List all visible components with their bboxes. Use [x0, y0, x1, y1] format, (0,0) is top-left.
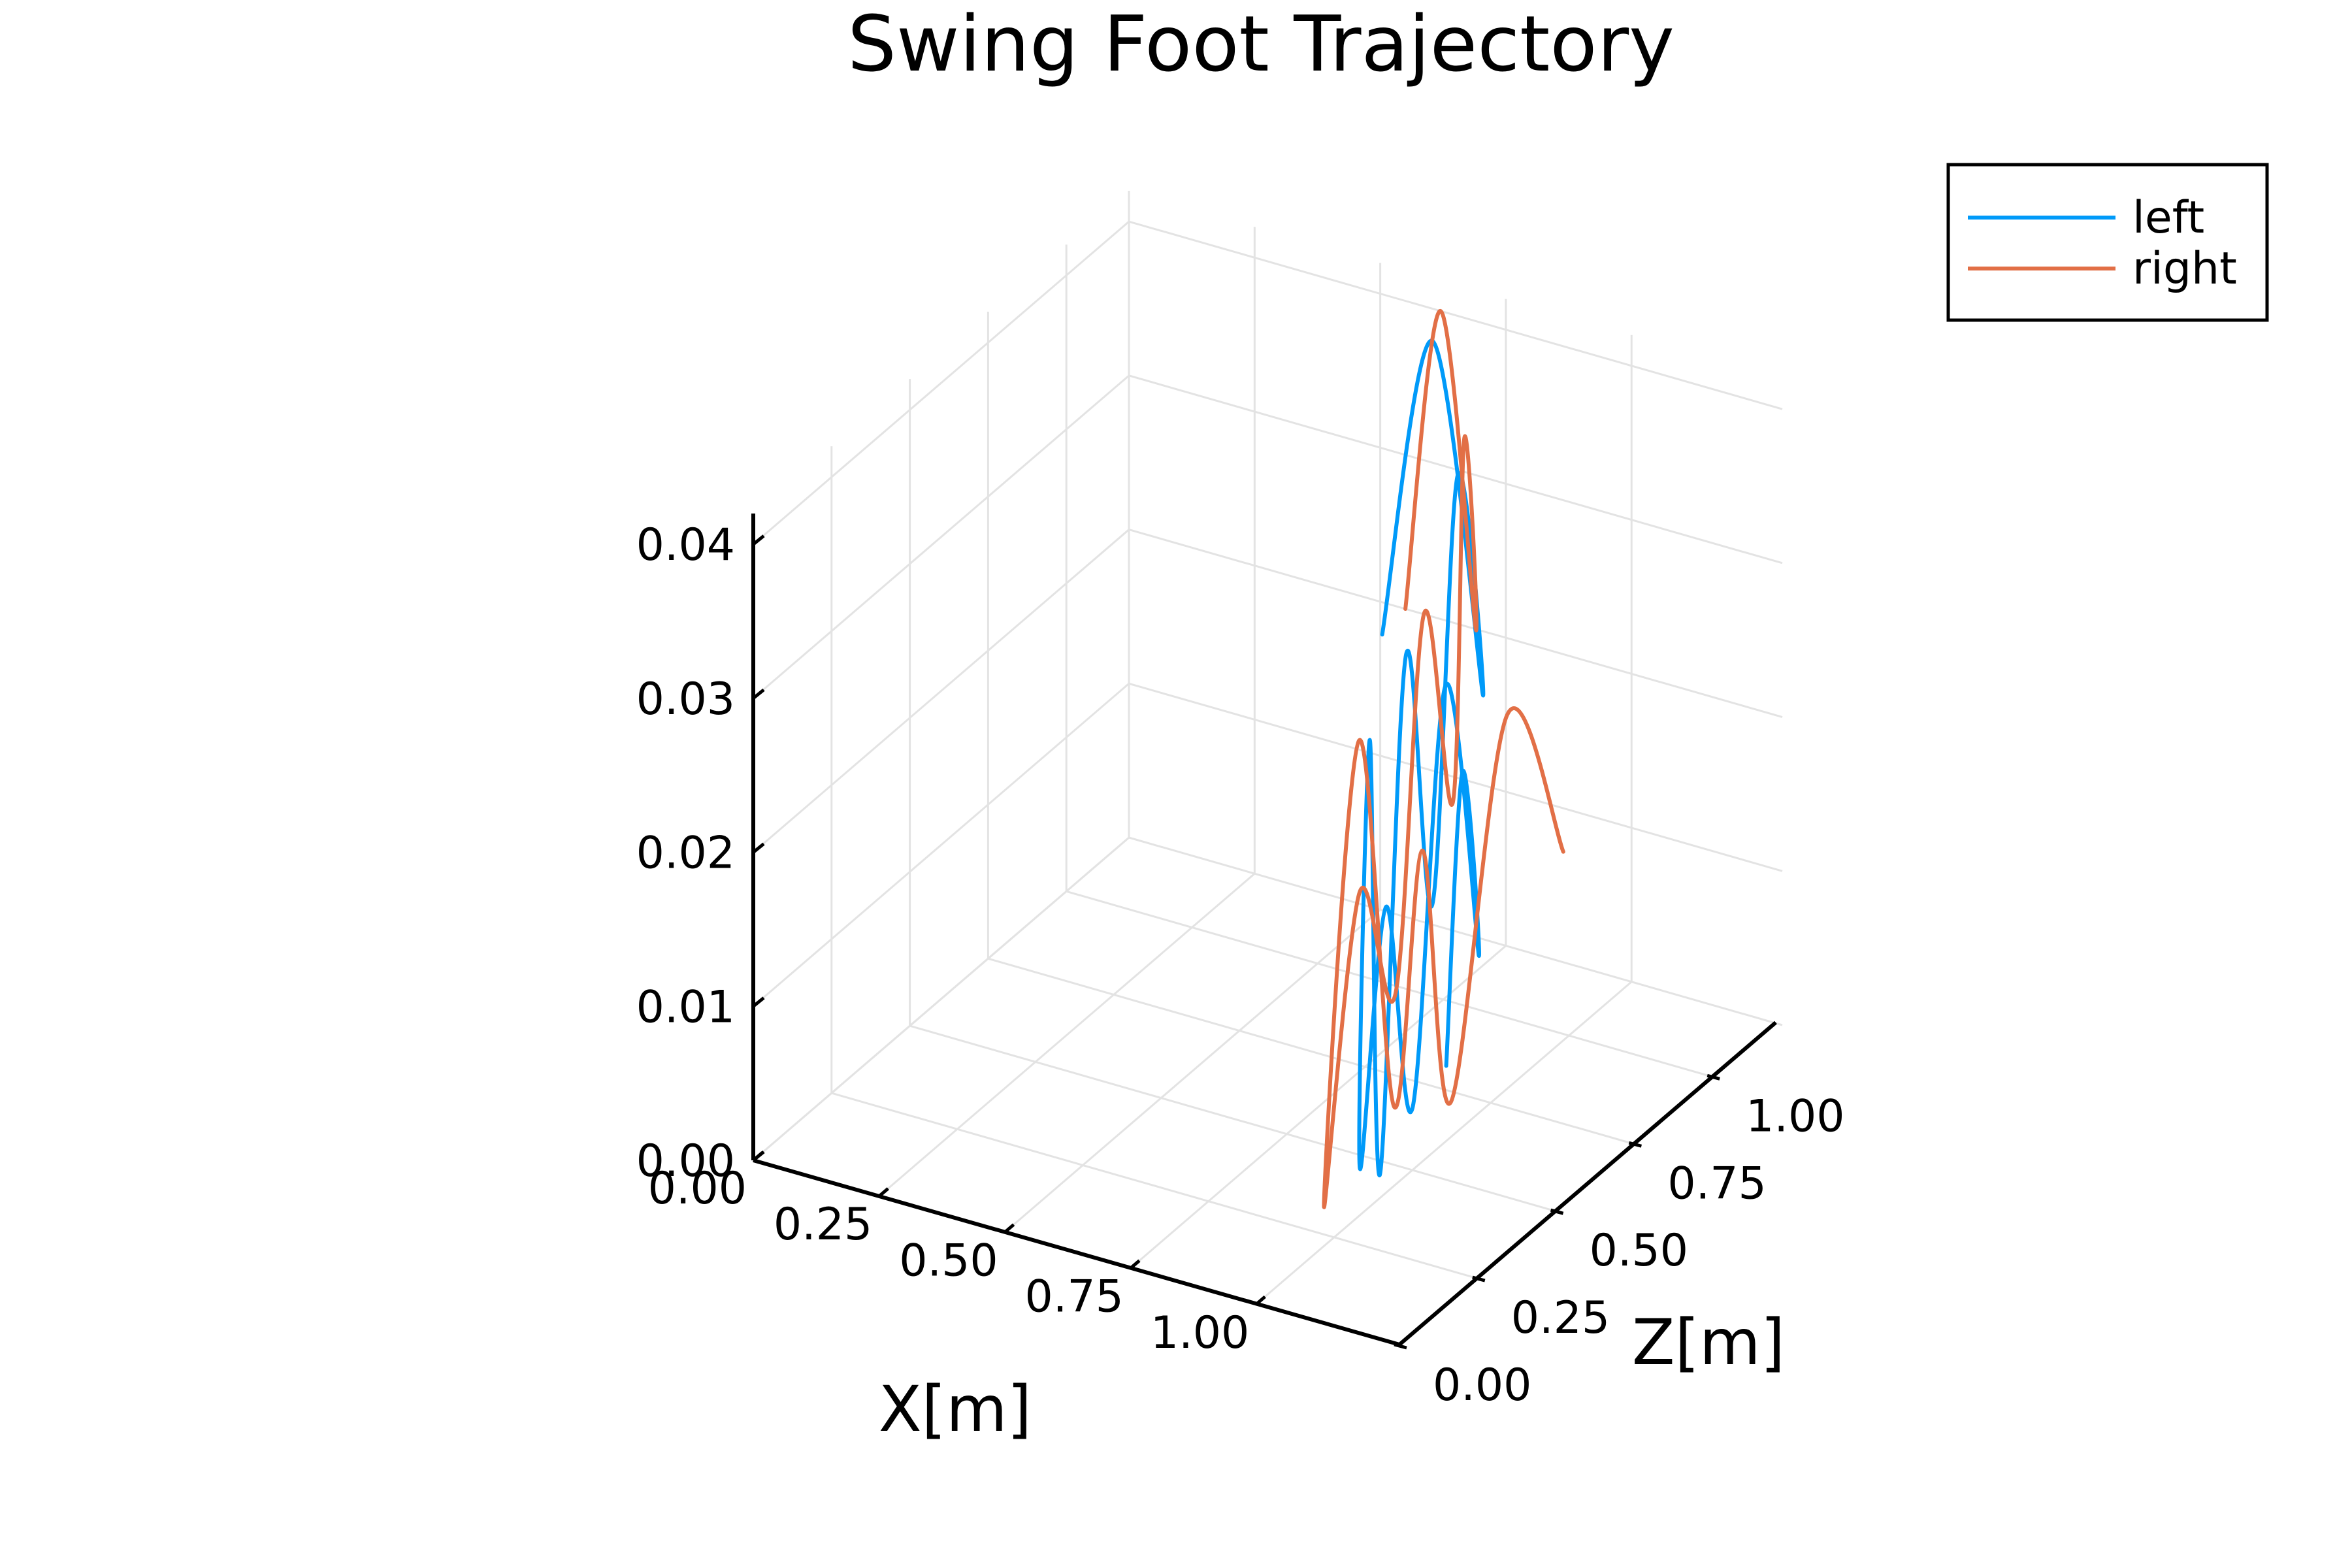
legend: left right: [1946, 163, 2269, 322]
grid-x-floor-1: [878, 873, 1256, 1198]
x-axis-label: X[m]: [879, 1373, 1032, 1446]
grid-lines: [752, 191, 1783, 1349]
grid-v-back-0: [1128, 836, 1783, 1026]
grid-x-floor-4: [1255, 981, 1633, 1305]
grid-z-floor-1: [831, 1092, 1486, 1282]
grid-v-side-0: [753, 836, 1130, 1162]
grid-v-side-3: [753, 374, 1130, 699]
z-tick-label-3: 0.75: [1667, 1158, 1766, 1209]
grid-v-back-4: [1128, 220, 1783, 410]
x-tick-mark-3: [1129, 1259, 1141, 1270]
x-tick-label-2: 0.50: [899, 1235, 998, 1286]
z-tick-label-2: 0.50: [1590, 1225, 1688, 1277]
x-tick-label-1: 0.25: [774, 1199, 872, 1250]
tick-labels: 0.00 0.01 0.02 0.03 0.04 0.00 0.25 0.50 0.75 1.00…: [636, 519, 1845, 1411]
x-tick-label-3: 0.75: [1025, 1271, 1124, 1323]
legend-label-right: right: [2132, 243, 2237, 295]
z-tick-mark-3: [1628, 1141, 1642, 1148]
grid-z-floor-2: [909, 1024, 1563, 1215]
x-tick-mark-0: [752, 1151, 764, 1162]
grid-v-side-4: [753, 221, 1130, 546]
z-tick-mark-0: [1394, 1343, 1407, 1350]
x-tick-mark-1: [877, 1187, 889, 1198]
grid-v-back-2: [1128, 529, 1783, 719]
grid-v-side-2: [753, 529, 1130, 853]
v-tick-mark-1: [752, 996, 765, 1008]
z-tick-mark-2: [1550, 1208, 1564, 1215]
chart-title: Swing Foot Trajectory: [847, 0, 1674, 89]
x-tick-mark-4: [1254, 1295, 1266, 1306]
v-tick-mark-3: [752, 688, 765, 700]
v-tick-mark-2: [752, 842, 765, 854]
v-tick-mark-4: [752, 534, 765, 546]
v-tick-label-4: 0.04: [636, 519, 735, 571]
x-tick-mark-2: [1003, 1223, 1015, 1234]
v-tick-label-0: 0.00: [636, 1135, 735, 1187]
z-axis-label: Z[m]: [1632, 1306, 1785, 1379]
grid-v-side-1: [753, 683, 1130, 1007]
v-tick-label-2: 0.02: [636, 828, 735, 879]
z-tick-label-1: 0.25: [1511, 1292, 1610, 1344]
legend-label-left: left: [2132, 192, 2204, 244]
x-tick-label-4: 1.00: [1151, 1307, 1249, 1359]
z-tick-label-0: 0.00: [1433, 1360, 1531, 1411]
v-tick-label-1: 0.01: [636, 981, 735, 1033]
data-series: [1322, 308, 1565, 1209]
x-tick-label-0: 0.00: [648, 1163, 747, 1215]
axes: [751, 514, 1777, 1347]
z-tick-label-4: 1.00: [1746, 1090, 1844, 1142]
z-tick-mark-4: [1707, 1073, 1720, 1081]
series-line-right: [1322, 308, 1565, 1209]
x-axis: [753, 1158, 1400, 1347]
grid-z-floor-3: [987, 957, 1642, 1147]
z-tick-mark-1: [1472, 1275, 1486, 1282]
grid-z-floor-4: [1066, 890, 1720, 1080]
v-tick-label-3: 0.03: [636, 674, 735, 725]
legend-box: [1946, 163, 2269, 322]
